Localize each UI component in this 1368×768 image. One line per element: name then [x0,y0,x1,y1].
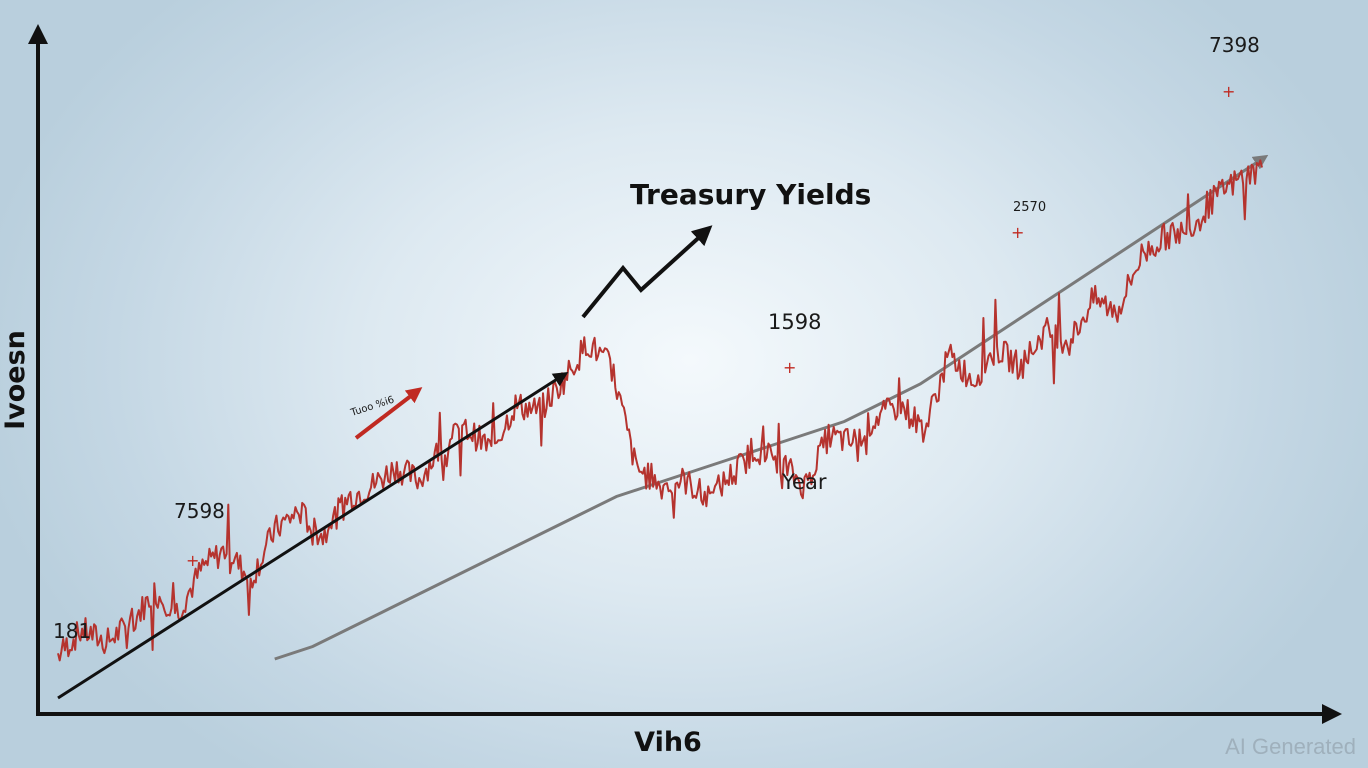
trend-line [274,154,1269,661]
marker-plus: + [186,551,199,570]
zigzag-arrow [581,225,713,319]
y-axis-label: Ivoesn [0,330,31,430]
annotation-7398: 7398 [1209,33,1260,57]
chart-title: Treasury Yields [630,178,871,211]
annotation-181: 181 [53,619,91,643]
watermark: AI Generated [1225,734,1356,759]
main-trend-arrow [57,371,569,700]
annotation-1598: 1598 [768,310,821,334]
annotation-2570: 2570 [1013,200,1046,215]
y-axis-arrowhead [28,24,48,44]
x-axis-label: Vih6 [634,727,702,758]
marker-plus: + [1011,223,1024,242]
marker-plus: + [783,358,796,377]
annotation-year: Year [781,470,827,494]
series-group [57,159,1263,662]
series-line [57,159,1263,662]
small-red-arrow [354,387,423,440]
annotation-7598: 7598 [174,499,225,523]
x-axis-arrowhead [1322,704,1342,724]
marker-plus: + [1222,82,1235,101]
trend-line-group [274,154,1269,661]
